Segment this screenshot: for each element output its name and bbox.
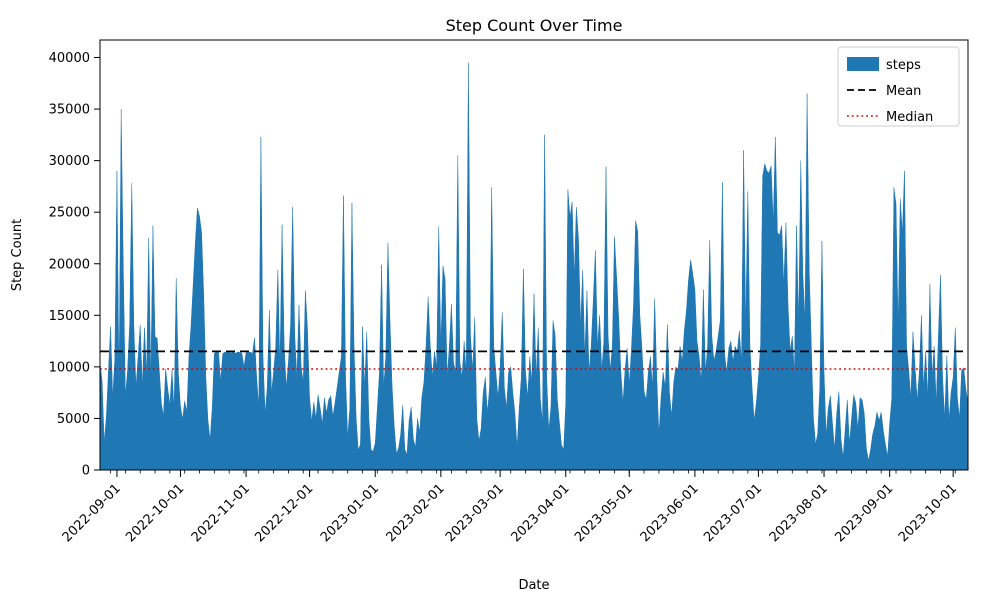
steps-area: [99, 62, 969, 471]
legend-steps-swatch: [847, 57, 879, 71]
x-tick-label: 2022-09-01: [60, 481, 124, 545]
legend-median-label: Median: [886, 110, 933, 125]
x-tick-label: 2023-01-01: [318, 481, 382, 545]
y-tick-label: 5000: [57, 412, 90, 427]
y-tick-label: 25000: [49, 206, 90, 221]
x-tick-label: 2022-11-01: [189, 481, 253, 545]
y-axis-label: Step Count: [10, 219, 25, 291]
x-tick-label: 2023-02-01: [384, 481, 448, 545]
legend-steps-label: steps: [886, 58, 921, 73]
y-tick-label: 15000: [49, 309, 90, 324]
y-tick-label: 35000: [49, 103, 90, 118]
y-tick-label: 30000: [49, 154, 90, 169]
x-tick-label: 2023-07-01: [701, 481, 765, 545]
x-tick-label: 2023-03-01: [443, 481, 507, 545]
x-tick-label: 2023-10-01: [896, 481, 960, 545]
x-tick-label: 2023-09-01: [832, 481, 896, 545]
legend: steps Mean Median: [837, 46, 960, 127]
x-tick-label: 2023-06-01: [638, 481, 702, 545]
x-axis-label: Date: [518, 578, 549, 593]
x-tick-label: 2023-08-01: [767, 481, 831, 545]
chart-title: Step Count Over Time: [446, 16, 623, 35]
y-tick-label: 40000: [49, 51, 90, 66]
y-tick-label: 0: [82, 464, 90, 479]
plot-border: [99, 39, 969, 471]
plot-area: 0 5000 10000 15000 20000 25000 30000 35000 40000…: [49, 51, 969, 545]
x-tick-label: 2023-04-01: [509, 481, 573, 545]
y-tick-label: 20000: [49, 257, 90, 272]
x-tick-label: 2023-05-01: [572, 481, 636, 545]
x-tick-label: 2022-10-01: [123, 481, 187, 545]
x-tick-label: 2022-12-01: [252, 481, 316, 545]
y-tick-label: 10000: [49, 360, 90, 375]
legend-mean-label: Mean: [886, 84, 921, 99]
